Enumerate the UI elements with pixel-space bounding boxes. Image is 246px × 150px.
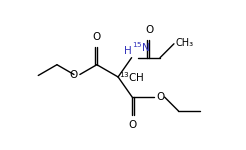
Text: O: O	[145, 25, 154, 35]
Text: O: O	[157, 92, 165, 102]
Text: O: O	[70, 69, 78, 80]
Text: O: O	[128, 120, 136, 130]
Text: O: O	[93, 32, 101, 42]
Text: $^{13}$CH: $^{13}$CH	[119, 70, 145, 84]
Text: CH₃: CH₃	[176, 38, 194, 48]
Text: H: H	[124, 46, 132, 56]
Text: $^{15}$N: $^{15}$N	[132, 40, 151, 54]
